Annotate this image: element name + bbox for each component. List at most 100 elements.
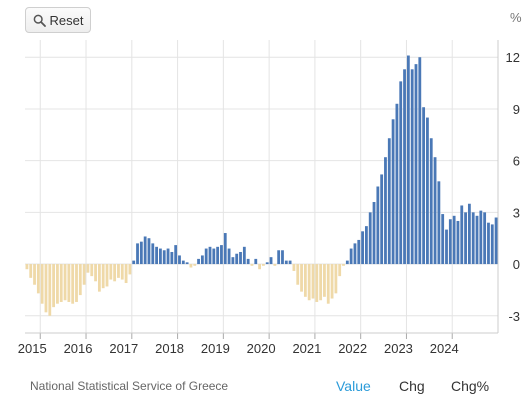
tab-chg-percent[interactable]: Chg% bbox=[451, 378, 490, 394]
bar bbox=[429, 138, 433, 265]
bar bbox=[44, 264, 48, 313]
bar bbox=[216, 246, 220, 265]
bar bbox=[422, 107, 426, 265]
bar bbox=[323, 264, 326, 297]
x-tick-label: 2019 bbox=[201, 341, 230, 356]
bar bbox=[300, 264, 303, 292]
bar bbox=[334, 264, 338, 294]
bar bbox=[189, 264, 193, 268]
bar bbox=[185, 262, 189, 265]
bar bbox=[193, 264, 197, 266]
bar bbox=[67, 264, 71, 302]
bar bbox=[63, 264, 67, 301]
bar bbox=[483, 212, 487, 265]
bar bbox=[162, 250, 166, 265]
bar bbox=[56, 264, 59, 304]
bar bbox=[29, 264, 33, 278]
bar bbox=[231, 257, 235, 265]
bar bbox=[456, 220, 460, 265]
bar bbox=[464, 212, 467, 265]
bar bbox=[178, 255, 181, 265]
bar bbox=[254, 258, 258, 265]
x-tick-label: 2022 bbox=[338, 341, 367, 356]
bar bbox=[75, 264, 78, 302]
x-tick-label: 2021 bbox=[292, 341, 321, 356]
bar bbox=[303, 264, 307, 297]
source-attribution: National Statistical Service of Greece bbox=[30, 379, 229, 393]
bar bbox=[364, 226, 368, 265]
y-tick-label: 0 bbox=[513, 257, 520, 272]
tab-value[interactable]: Value bbox=[336, 378, 371, 394]
bar bbox=[437, 181, 441, 265]
bar bbox=[399, 81, 403, 265]
bar bbox=[292, 264, 296, 271]
tab-chg[interactable]: Chg bbox=[399, 378, 425, 394]
bar bbox=[36, 264, 40, 294]
x-tick-label: 2020 bbox=[247, 341, 276, 356]
bar bbox=[395, 103, 399, 265]
bar bbox=[220, 245, 223, 265]
search-icon bbox=[33, 14, 46, 27]
bar bbox=[90, 264, 94, 277]
bar bbox=[197, 258, 200, 265]
bar bbox=[380, 174, 384, 265]
bar bbox=[460, 205, 464, 265]
bar bbox=[296, 264, 300, 285]
bar bbox=[494, 217, 498, 265]
bar bbox=[277, 250, 281, 265]
bar bbox=[433, 157, 437, 265]
x-tick-label: 2018 bbox=[155, 341, 184, 356]
bar bbox=[101, 264, 105, 289]
bar bbox=[200, 255, 204, 265]
bar bbox=[250, 264, 254, 266]
bar bbox=[124, 264, 128, 284]
bar bbox=[269, 257, 273, 265]
bar bbox=[120, 264, 124, 280]
bar bbox=[170, 251, 174, 265]
bar bbox=[223, 233, 227, 265]
bar bbox=[387, 138, 391, 265]
bar bbox=[273, 264, 277, 266]
bar bbox=[418, 57, 422, 265]
bar bbox=[368, 212, 372, 265]
bar bbox=[147, 238, 151, 265]
bar bbox=[143, 236, 147, 265]
bar bbox=[284, 260, 288, 265]
y-tick-label: 6 bbox=[513, 154, 520, 169]
bar bbox=[376, 186, 380, 265]
bar bbox=[94, 264, 97, 282]
bar bbox=[319, 264, 323, 301]
bar bbox=[86, 264, 90, 273]
bar bbox=[109, 264, 113, 280]
bar bbox=[181, 260, 185, 265]
bar bbox=[414, 64, 418, 265]
bar bbox=[59, 264, 63, 302]
reset-zoom-button[interactable]: Reset bbox=[25, 7, 91, 33]
bar bbox=[242, 246, 246, 265]
bar bbox=[151, 243, 155, 265]
bar bbox=[128, 264, 132, 275]
bar bbox=[391, 119, 395, 265]
bar bbox=[265, 262, 269, 265]
x-tick-label: 2017 bbox=[109, 341, 138, 356]
bar bbox=[342, 264, 345, 266]
bar bbox=[25, 264, 29, 270]
x-tick-label: 2024 bbox=[430, 341, 459, 356]
bar bbox=[40, 264, 44, 304]
chart-plot-area: -3 0 3 6 9 12 2015 2016 2017 2018 2019 2020 2021 2022… bbox=[18, 40, 520, 356]
bar bbox=[357, 239, 361, 265]
bar bbox=[403, 69, 406, 265]
bar bbox=[235, 253, 239, 265]
bar bbox=[361, 231, 364, 265]
bar bbox=[410, 69, 414, 265]
bar bbox=[406, 55, 410, 265]
bar bbox=[490, 224, 494, 265]
bar bbox=[48, 264, 52, 316]
bar bbox=[479, 210, 483, 265]
bar bbox=[330, 264, 334, 299]
bar bbox=[315, 264, 319, 302]
bar bbox=[475, 215, 479, 265]
bar bbox=[349, 248, 353, 265]
bar bbox=[78, 264, 82, 296]
bar bbox=[159, 248, 162, 265]
